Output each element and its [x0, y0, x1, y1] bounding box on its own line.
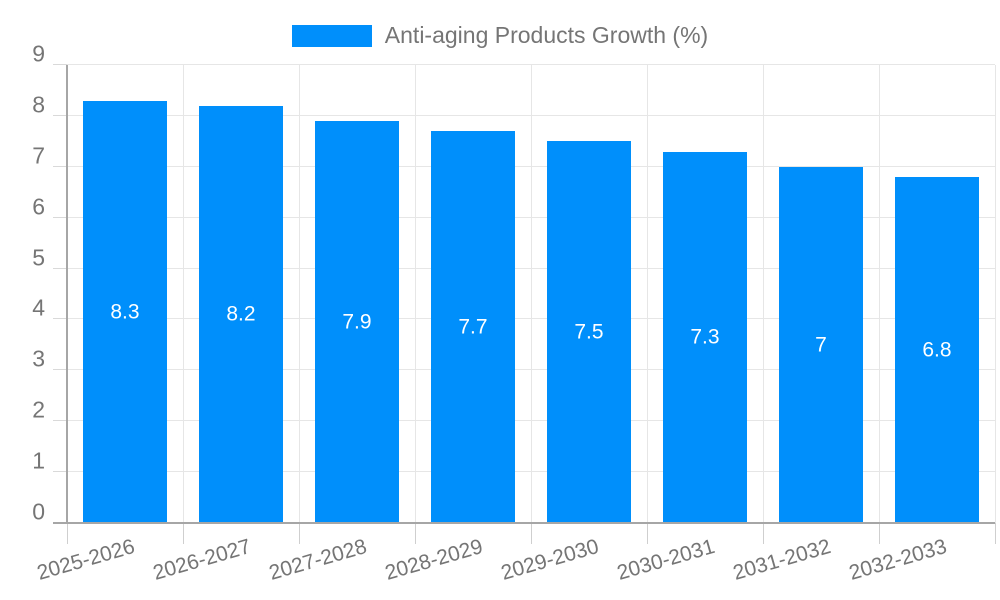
y-tick: [53, 318, 67, 320]
x-tick-label: 2029-2030: [498, 535, 602, 585]
y-tick: [53, 64, 67, 65]
bar-2031-2032[interactable]: 7: [778, 166, 864, 523]
x-gridline: [995, 65, 996, 523]
x-gridline: [183, 65, 184, 523]
y-tick: [53, 216, 67, 218]
y-tick-label: 4: [32, 294, 45, 321]
bar-2030-2031[interactable]: 7.3: [662, 151, 748, 523]
x-gridline: [415, 65, 416, 523]
x-tick: [763, 523, 764, 544]
x-gridline: [647, 65, 648, 523]
y-tick-label: 0: [32, 498, 45, 525]
bar-value-label: 7.5: [574, 320, 604, 344]
bar-2027-2028[interactable]: 7.9: [314, 120, 400, 523]
bar-2032-2033[interactable]: 6.8: [894, 176, 980, 523]
x-tick: [415, 523, 416, 544]
x-gridline: [879, 65, 880, 523]
bar-2028-2029[interactable]: 7.7: [430, 131, 516, 523]
bar-value-label: 7.9: [342, 310, 372, 334]
x-gridline: [763, 65, 764, 523]
x-tick: [995, 523, 996, 544]
x-gridline: [299, 65, 300, 523]
plot-area: 8.3 8.2 7.9 7.7 7.5 7.3 7 6.8 0 1 2 3 4 5 6 7 8 9 2025-20…: [32, 42, 996, 585]
x-tick-label: 2028-2029: [382, 535, 486, 585]
legend-item[interactable]: Anti-aging Products Growth (%): [0, 22, 1000, 49]
x-tick-label: 2030-2031: [614, 535, 718, 585]
bar-value-label: 7.7: [458, 315, 488, 339]
x-tick: [879, 523, 880, 544]
x-gridline: [531, 65, 532, 523]
y-tick-label: 7: [32, 142, 45, 169]
legend-swatch: [291, 24, 372, 47]
bar-2025-2026[interactable]: 8.3: [82, 100, 168, 523]
y-tick-label: 3: [32, 345, 45, 372]
bar-value-label: 7.3: [690, 325, 720, 349]
bar-value-label: 8.3: [110, 300, 140, 324]
bar-value-label: 6.8: [922, 338, 952, 362]
x-tick: [183, 523, 184, 544]
x-tick-label: 2027-2028: [266, 535, 370, 585]
y-tick-label: 9: [32, 40, 45, 67]
x-axis-line: [53, 522, 995, 524]
y-tick-label: 1: [32, 447, 45, 474]
y-gridline: [67, 64, 995, 65]
y-tick: [53, 420, 67, 422]
x-tick-label: 2026-2027: [150, 535, 254, 585]
x-tick: [531, 523, 532, 544]
y-tick: [53, 165, 67, 167]
x-tick-label: 2031-2032: [730, 535, 834, 585]
x-tick: [647, 523, 648, 544]
x-tick-label: 2032-2033: [846, 535, 950, 585]
legend-label: Anti-aging Products Growth (%): [384, 22, 709, 48]
y-tick-label: 8: [32, 91, 45, 118]
y-tick-label: 5: [32, 244, 45, 271]
x-tick: [67, 523, 68, 544]
x-tick: [299, 523, 300, 544]
bar-value-label: 8.2: [226, 302, 256, 326]
y-tick-label: 6: [32, 193, 45, 220]
x-tick-label: 2025-2026: [34, 535, 138, 585]
bar-value-label: 7: [815, 333, 827, 357]
y-tick: [53, 369, 67, 371]
y-tick: [53, 114, 67, 116]
y-tick: [53, 471, 67, 473]
bar-2029-2030[interactable]: 7.5: [546, 141, 632, 523]
y-axis-line: [66, 65, 68, 523]
bar-2026-2027[interactable]: 8.2: [198, 105, 284, 523]
y-tick-label: 2: [32, 396, 45, 423]
y-tick: [53, 267, 67, 269]
